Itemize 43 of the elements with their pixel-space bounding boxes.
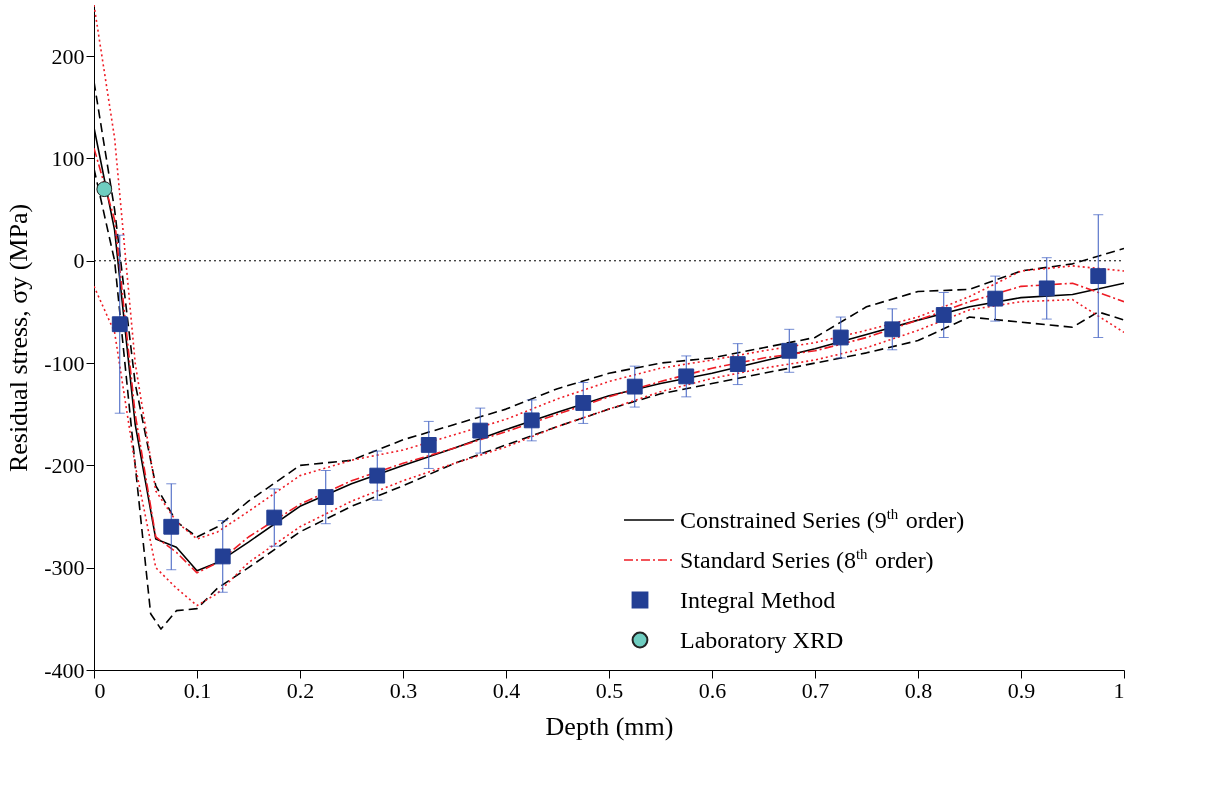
x-tick-label: 0.4 [492,677,521,703]
x-tick-label: 0.3 [389,677,418,703]
y-tick-label: -100 [44,350,85,376]
y-tick-label: -400 [44,657,85,683]
x-tick-label: 0 [94,677,106,703]
point [472,422,489,439]
x-tick-label: 0.6 [698,677,727,703]
x-tick-label: 0.5 [595,677,624,703]
point [317,489,334,506]
x-tick-label: 0.9 [1007,677,1036,703]
legend-label: Integral Method [680,587,836,613]
legend-label: Laboratory XRD [680,627,844,653]
point [832,329,849,346]
point [1090,268,1107,285]
y-tick-label: -200 [44,452,85,478]
point [111,316,128,333]
x-tick-label: 1 [1113,677,1125,703]
point [214,548,231,565]
x-tick-label: 0.2 [286,677,315,703]
x-tick-label: 0.7 [801,677,830,703]
point [369,467,386,484]
point [935,307,952,323]
point [987,290,1004,307]
point [575,395,592,411]
x-tick-label: 0.8 [904,677,933,703]
point [523,412,540,429]
y-tick-label: 100 [51,145,85,171]
point [884,321,901,338]
point [420,437,437,453]
y-axis-title: Residual stress, σy (MPa) [4,203,34,473]
x-tick-label: 0.1 [183,677,212,703]
y-tick-label: 200 [51,43,85,69]
x-axis-title: Depth (mm) [545,711,674,741]
y-tick-label: -300 [44,555,85,581]
point [626,378,643,395]
point [678,368,695,385]
point [163,518,180,535]
point [266,509,283,526]
point [781,342,798,359]
point [96,181,113,198]
point [1038,280,1055,297]
y-tick-label: 0 [73,248,85,274]
point [729,356,746,373]
